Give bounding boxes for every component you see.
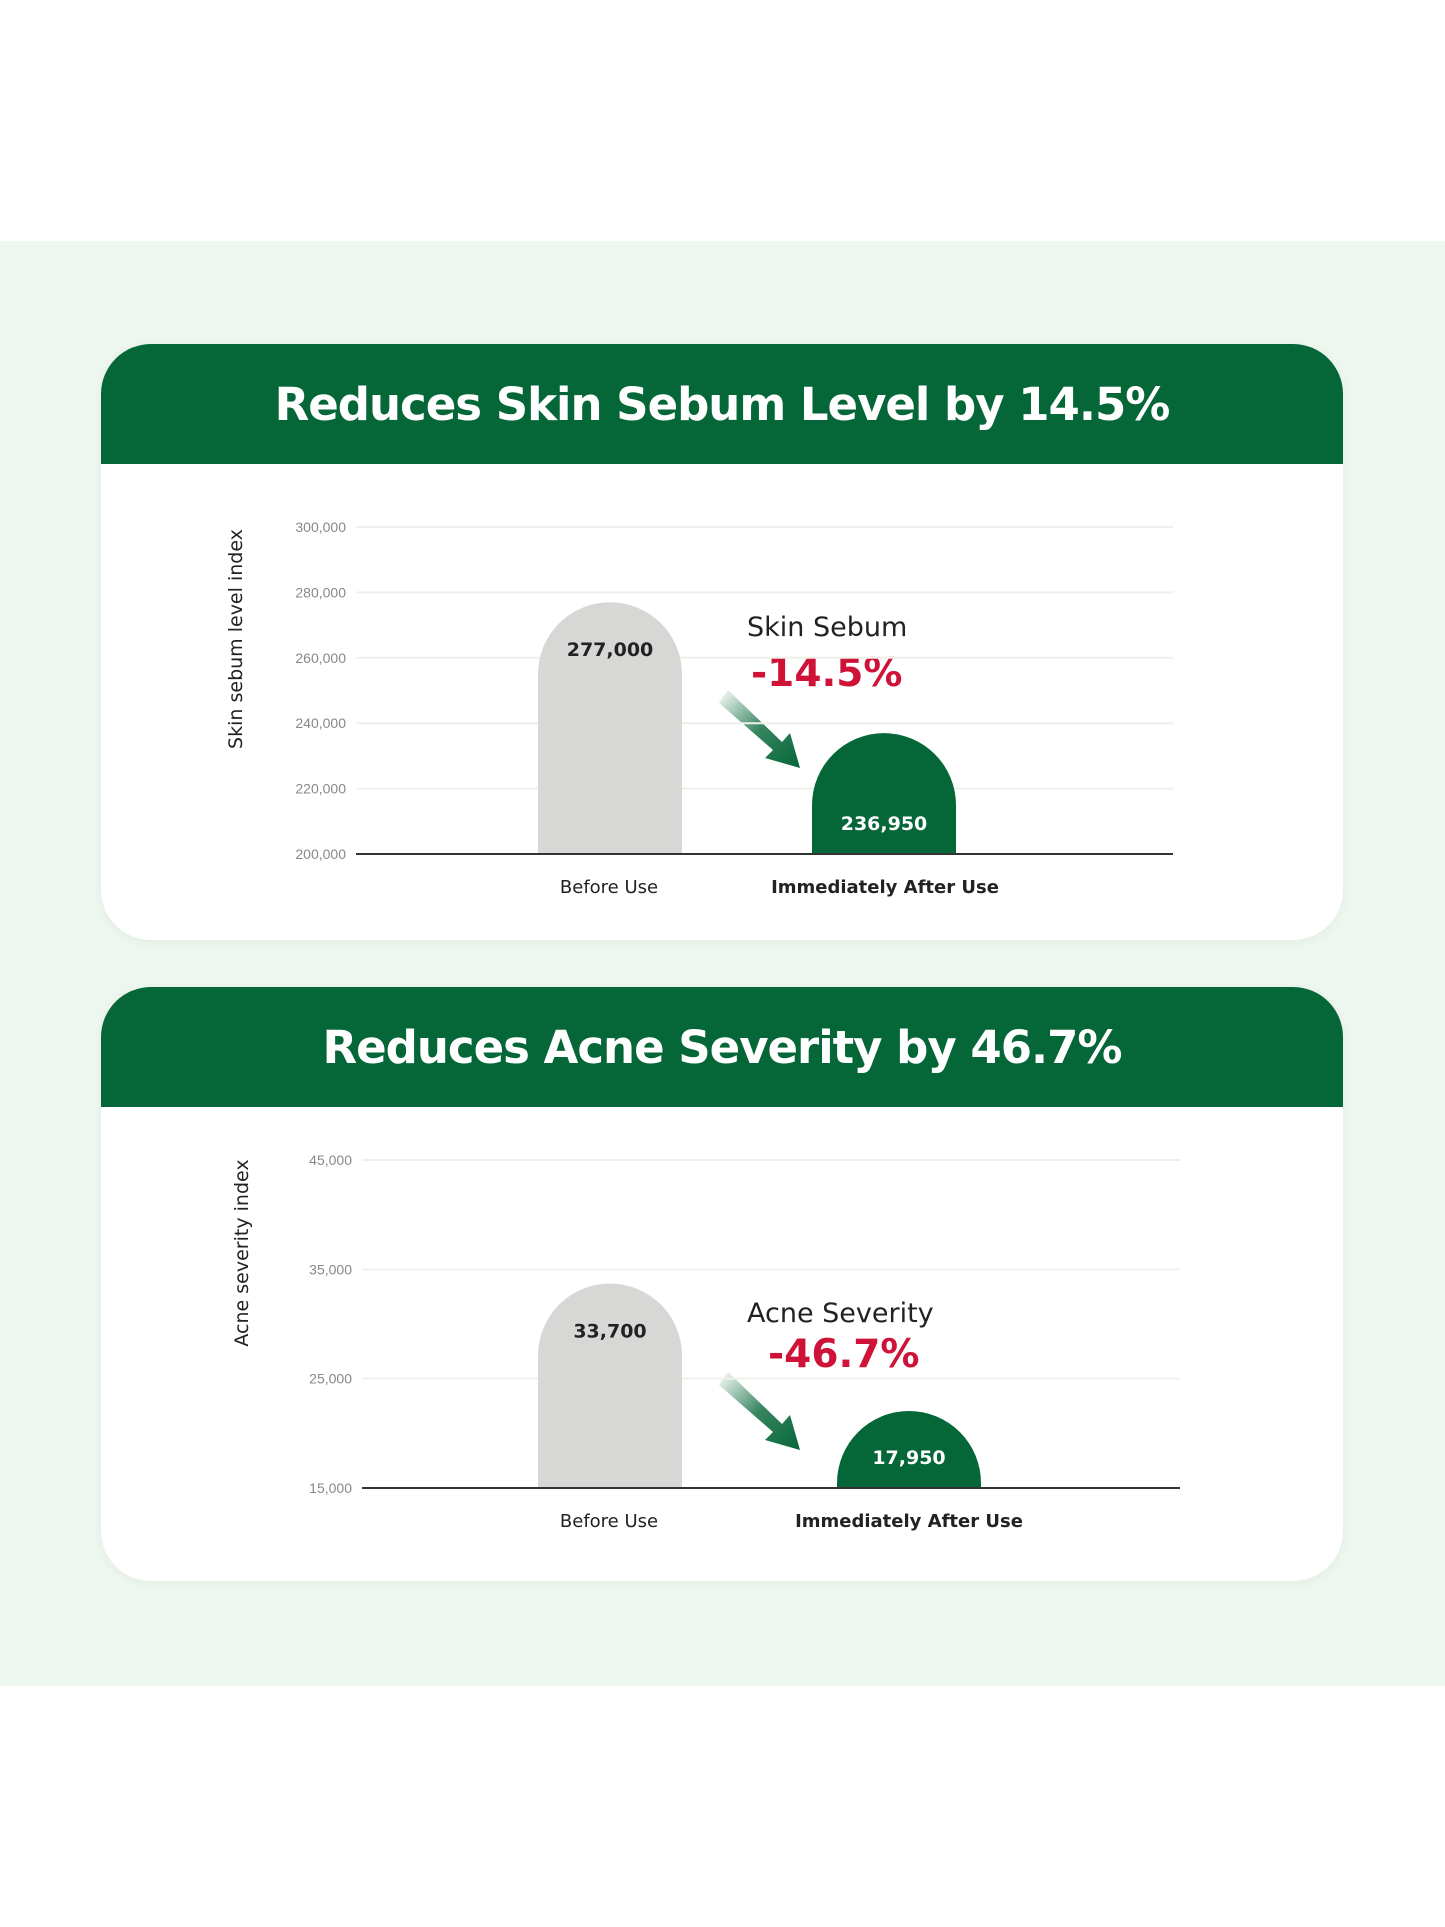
down-arrow-icon (719, 690, 800, 768)
bar-after-use (837, 1411, 981, 1488)
bar-after-use (812, 733, 956, 854)
down-arrow-icon (719, 1372, 800, 1450)
x-category-label: Immediately After Use (795, 1511, 1023, 1532)
bar-value-label: 33,700 (573, 1321, 646, 1343)
y-tick-label: 45,000 (309, 1152, 352, 1168)
y-tick-label: 260,000 (295, 650, 346, 666)
bar-before-use (538, 602, 682, 854)
y-tick-label: 25,000 (309, 1371, 352, 1387)
acne-annotation-change: -46.7% (768, 1332, 920, 1377)
sebum-title: Reduces Skin Sebum Level by 14.5% (101, 344, 1343, 464)
bar-value-label: 277,000 (567, 639, 654, 661)
y-tick-label: 280,000 (295, 584, 346, 600)
acne-annotation-label: Acne Severity (747, 1298, 934, 1329)
bar-value-label: 236,950 (841, 813, 928, 835)
acne-card: Reduces Acne Severity by 46.7% (101, 987, 1343, 1581)
sebum-chart: Skin sebum level index Skin Sebum -14.5%… (225, 519, 1173, 898)
acne-y-axis-title: Acne severity index (231, 1159, 253, 1346)
x-category-label: Before Use (560, 877, 658, 898)
acne-chart: Acne severity index Acne Severity -46.7%… (231, 1152, 1180, 1532)
bar-value-label: 17,950 (872, 1447, 945, 1469)
y-tick-label: 200,000 (295, 846, 346, 862)
sebum-annotation-label: Skin Sebum (747, 612, 907, 643)
x-category-label: Before Use (560, 1511, 658, 1532)
y-tick-label: 35,000 (309, 1261, 352, 1277)
sebum-y-axis-title: Skin sebum level index (225, 529, 247, 749)
x-category-label: Immediately After Use (771, 877, 999, 898)
bar-before-use (538, 1283, 682, 1488)
acne-title: Reduces Acne Severity by 46.7% (101, 987, 1343, 1107)
y-tick-label: 15,000 (309, 1480, 352, 1496)
y-tick-label: 220,000 (295, 781, 346, 797)
y-tick-label: 240,000 (295, 715, 346, 731)
sebum-card: Reduces Skin Sebum Level by 14.5% (101, 344, 1343, 940)
y-tick-label: 300,000 (295, 519, 346, 535)
